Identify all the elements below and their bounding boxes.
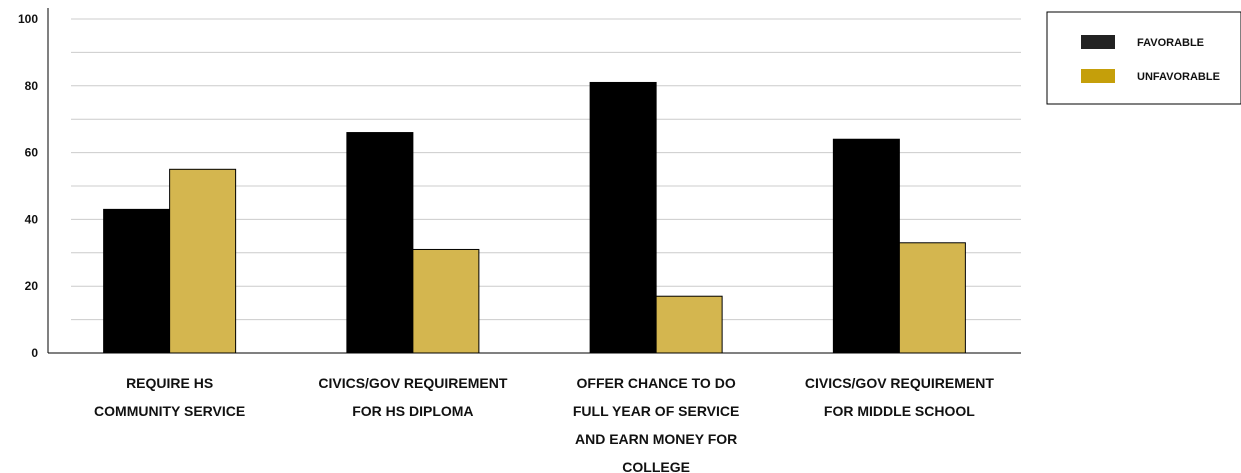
category-labels: REQUIRE HS COMMUNITY SERVICE CIVICS/GOV RE… bbox=[94, 375, 994, 473]
legend: FAVORABLE UNFAVORABLE bbox=[1046, 11, 1241, 105]
bar-unfavorable bbox=[898, 242, 966, 354]
y-tick-label: 20 bbox=[25, 279, 39, 293]
category-label-line: COMMUNITY SERVICE bbox=[94, 403, 245, 419]
y-tick-label: 40 bbox=[25, 212, 39, 226]
y-tick-label: 100 bbox=[18, 12, 38, 26]
category-label-line: FOR HS DIPLOMA bbox=[352, 403, 473, 419]
bar-favorable bbox=[832, 138, 900, 354]
category-label-line: REQUIRE HS bbox=[126, 375, 213, 391]
category-label-line: CIVICS/GOV REQUIREMENT bbox=[805, 375, 994, 391]
bars bbox=[103, 81, 966, 354]
category-label-line: AND EARN MONEY FOR bbox=[575, 431, 737, 447]
legend-box bbox=[1046, 11, 1241, 105]
y-tick-label: 80 bbox=[25, 79, 39, 93]
category-label-line: OFFER CHANCE TO DO bbox=[577, 375, 736, 391]
y-tick-label: 0 bbox=[31, 346, 38, 360]
category-label-line: COLLEGE bbox=[622, 459, 690, 473]
bar-favorable bbox=[346, 132, 414, 354]
category-label-line: CIVICS/GOV REQUIREMENT bbox=[318, 375, 507, 391]
category-label-line: FOR MIDDLE SCHOOL bbox=[824, 403, 975, 419]
bar-unfavorable bbox=[169, 168, 237, 354]
category-label: CIVICS/GOV REQUIREMENT FOR MIDDLE SCHOOL bbox=[805, 375, 994, 419]
legend-swatch-unfavorable bbox=[1081, 69, 1115, 83]
bar-favorable bbox=[589, 81, 657, 354]
y-tick-label: 60 bbox=[25, 146, 39, 160]
legend-label: UNFAVORABLE bbox=[1137, 71, 1220, 83]
category-label: CIVICS/GOV REQUIREMENT FOR HS DIPLOMA bbox=[318, 375, 507, 419]
bar-unfavorable bbox=[412, 248, 480, 354]
axes bbox=[47, 8, 1021, 354]
bar-unfavorable bbox=[655, 295, 723, 354]
legend-label: FAVORABLE bbox=[1137, 37, 1204, 49]
legend-swatch-favorable bbox=[1081, 35, 1115, 49]
category-label: REQUIRE HS COMMUNITY SERVICE bbox=[94, 375, 245, 419]
bar-favorable bbox=[103, 208, 171, 354]
y-tick-labels: 0 20 40 60 80 100 bbox=[18, 12, 38, 360]
category-label-line: FULL YEAR OF SERVICE bbox=[573, 403, 739, 419]
category-label: OFFER CHANCE TO DO FULL YEAR OF SERVICE AN… bbox=[573, 375, 739, 473]
